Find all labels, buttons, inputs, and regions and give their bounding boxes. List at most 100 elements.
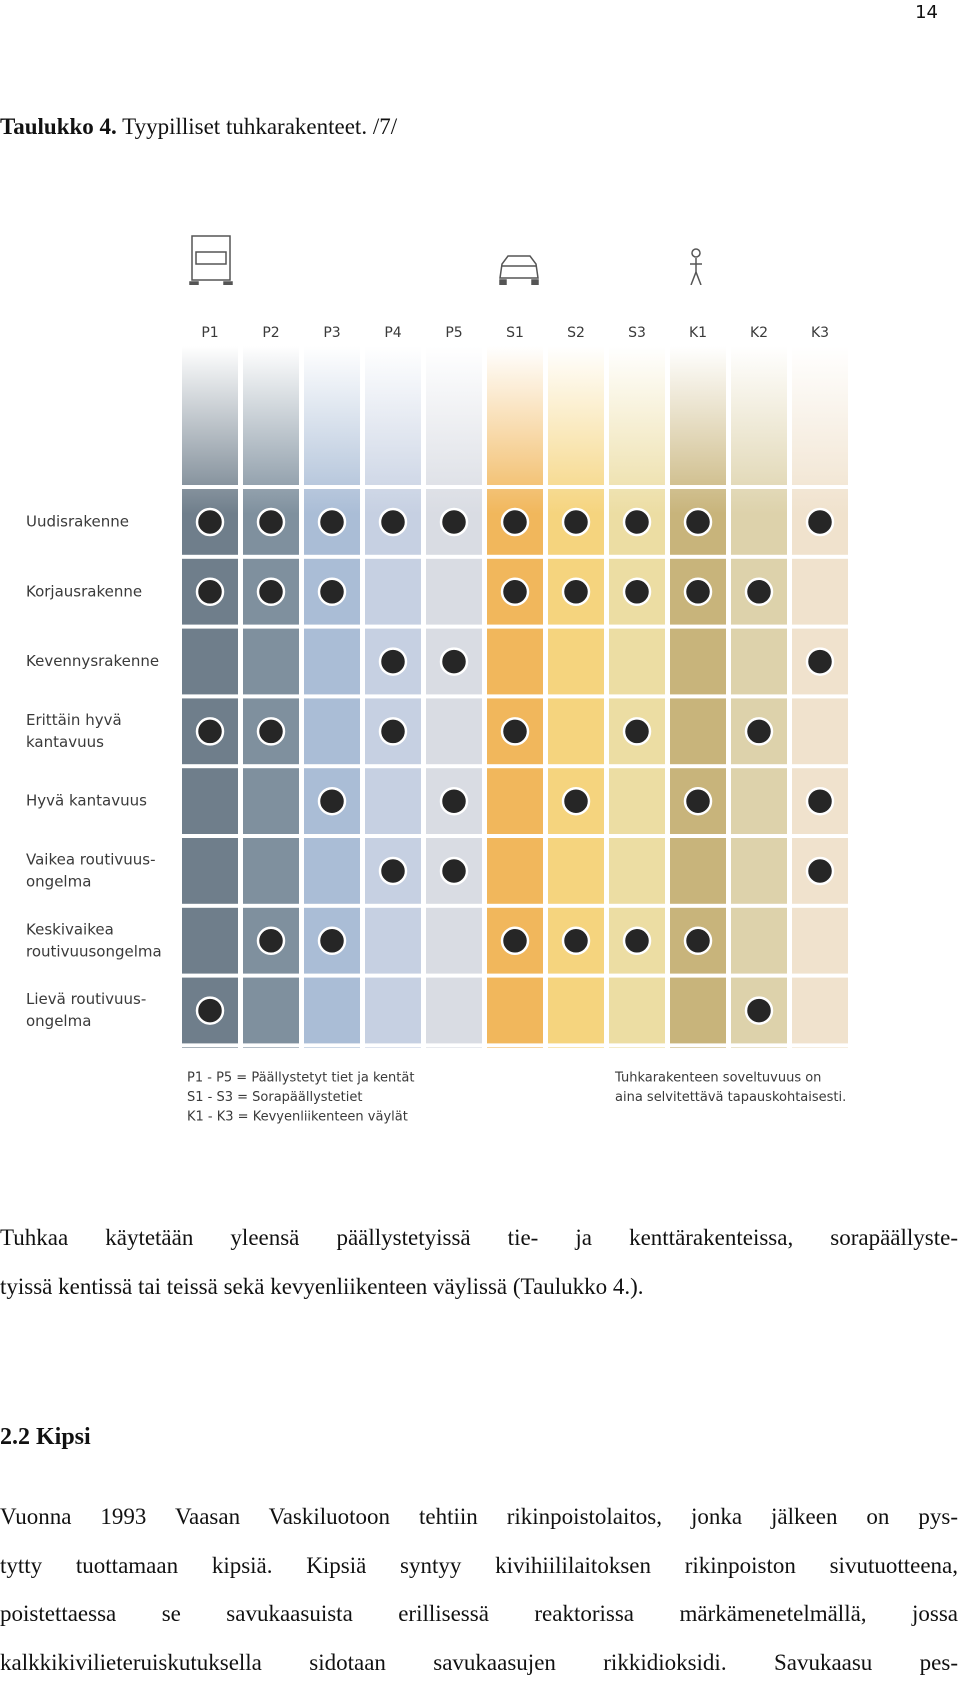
section-heading: 2.2 Kipsi (0, 1424, 91, 1450)
suitability-dot (683, 786, 713, 816)
suitability-dot (622, 577, 652, 607)
page-number: 14 (915, 2, 938, 23)
column-label: P3 (323, 325, 340, 341)
suitability-dot (805, 786, 835, 816)
suitability-dot (683, 926, 713, 956)
column-label: K1 (689, 325, 707, 341)
suitability-dot (439, 507, 469, 537)
suitability-dot (744, 717, 774, 746)
row-label: kantavuus (26, 733, 104, 751)
row-label: Keskivaikea (26, 920, 114, 938)
column-label: P4 (384, 325, 401, 341)
row-gap (180, 554, 860, 559)
suitability-dot (317, 577, 347, 607)
pedestrian-icon (690, 248, 702, 286)
row-gap (180, 694, 860, 699)
row-label: Korjausrakenne (26, 582, 142, 600)
suitability-dot (195, 717, 225, 746)
row-label: Erittäin hyvä (26, 711, 122, 729)
legend-note: aina selvitettävä tapauskohtaisesti. (615, 1090, 846, 1105)
paragraph-line: Tuhkaa käytetään yleensä päällystetyissä… (0, 1225, 958, 1250)
row-label: Uudisrakenne (26, 513, 129, 531)
paragraph-line: kalkkikivilieteruiskutuksella sidotaan s… (0, 1649, 958, 1675)
column-label: S3 (628, 325, 646, 341)
suitability-dot (256, 926, 286, 956)
suitability-dot (805, 856, 835, 886)
column-band (304, 285, 360, 1048)
column-label: P2 (262, 325, 279, 341)
suitability-dot (805, 507, 835, 537)
column-band (548, 285, 604, 1048)
suitability-dot (378, 717, 408, 746)
column-label: K3 (811, 325, 829, 341)
suitability-dot (500, 926, 530, 956)
truck-icon (189, 235, 233, 289)
row-gap (180, 834, 860, 838)
column-label: S2 (567, 325, 585, 341)
suitability-dot (561, 786, 591, 816)
suitability-dot (378, 856, 408, 886)
suitability-dot (622, 507, 652, 537)
suitability-dot (256, 577, 286, 607)
suitability-dot (439, 647, 469, 676)
legend-note: K1 - K3 = Kevyenliikenteen väylät (187, 1110, 408, 1125)
column-label: S1 (506, 325, 524, 341)
row-label: ongelma (26, 873, 91, 891)
suitability-dot (805, 647, 835, 676)
suitability-dot (744, 996, 774, 1025)
row-gap (180, 624, 860, 629)
suitability-dot (561, 507, 591, 537)
row-gap (180, 764, 860, 769)
column-label: P5 (445, 325, 462, 341)
suitability-dot (195, 577, 225, 607)
column-band (243, 285, 299, 1048)
column-band (670, 285, 726, 1048)
suitability-dot (439, 786, 469, 816)
row-gap (180, 1043, 860, 1048)
column-label: K2 (750, 325, 768, 341)
suitability-dot (561, 577, 591, 607)
row-label: Hyvä kantavuus (26, 792, 147, 810)
legend-note: P1 - P5 = Päällystetyt tiet ja kentät (187, 1071, 414, 1086)
suitability-dot (683, 577, 713, 607)
row-label: ongelma (26, 1012, 91, 1030)
suitability-dot (500, 507, 530, 537)
suitability-dot (744, 577, 774, 607)
suitability-dot (317, 507, 347, 537)
car-icon (499, 255, 539, 286)
caption-text: Tyypilliset tuhkarakenteet. /7/ (122, 114, 398, 139)
caption: Taulukko 4. Tyypilliset tuhkarakenteet. … (0, 114, 397, 140)
suitability-dot (256, 507, 286, 537)
row-gap (180, 973, 860, 978)
figure: P1 P2 P3 P4 P5 S1 S2 S3 K1 K2 K3 Uudisrakenne Korjau… (26, 235, 860, 1125)
caption-label: Taulukko 4. (0, 114, 117, 139)
row-label: routivuusongelma (26, 942, 162, 960)
column-band (609, 285, 665, 1048)
suitability-dot (378, 647, 408, 676)
suitability-dot (439, 856, 469, 886)
paragraph-line: poistettaessa se savukaasuista erillises… (0, 1601, 958, 1626)
column-label: P1 (201, 325, 218, 341)
suitability-dot (195, 996, 225, 1025)
column-band (182, 285, 238, 1048)
legend-note: S1 - S3 = Sorapäällystetiet (187, 1090, 362, 1105)
suitability-dot (683, 507, 713, 537)
row-gap (180, 485, 860, 489)
column-band (487, 285, 543, 1048)
suitability-dot (622, 926, 652, 956)
suitability-dot (500, 577, 530, 607)
paragraph-line: tytty tuottamaan kipsiä. Kipsiä syntyy k… (0, 1552, 958, 1578)
suitability-dot (500, 717, 530, 746)
row-label: Lievä routivuus- (26, 990, 146, 1008)
suitability-dot (378, 507, 408, 537)
row-label: Kevennysrakenne (26, 652, 159, 670)
row-label: Vaikea routivuus- (26, 851, 156, 869)
suitability-dot (317, 786, 347, 816)
legend-note: Tuhkarakenteen soveltuvuus on (614, 1071, 821, 1086)
suitability-dot (561, 926, 591, 956)
suitability-dot (622, 717, 652, 746)
suitability-dot (256, 717, 286, 746)
paragraph-line: tyissä kentissä tai teissä sekä kevyenli… (0, 1273, 644, 1299)
column-band (731, 285, 787, 1048)
